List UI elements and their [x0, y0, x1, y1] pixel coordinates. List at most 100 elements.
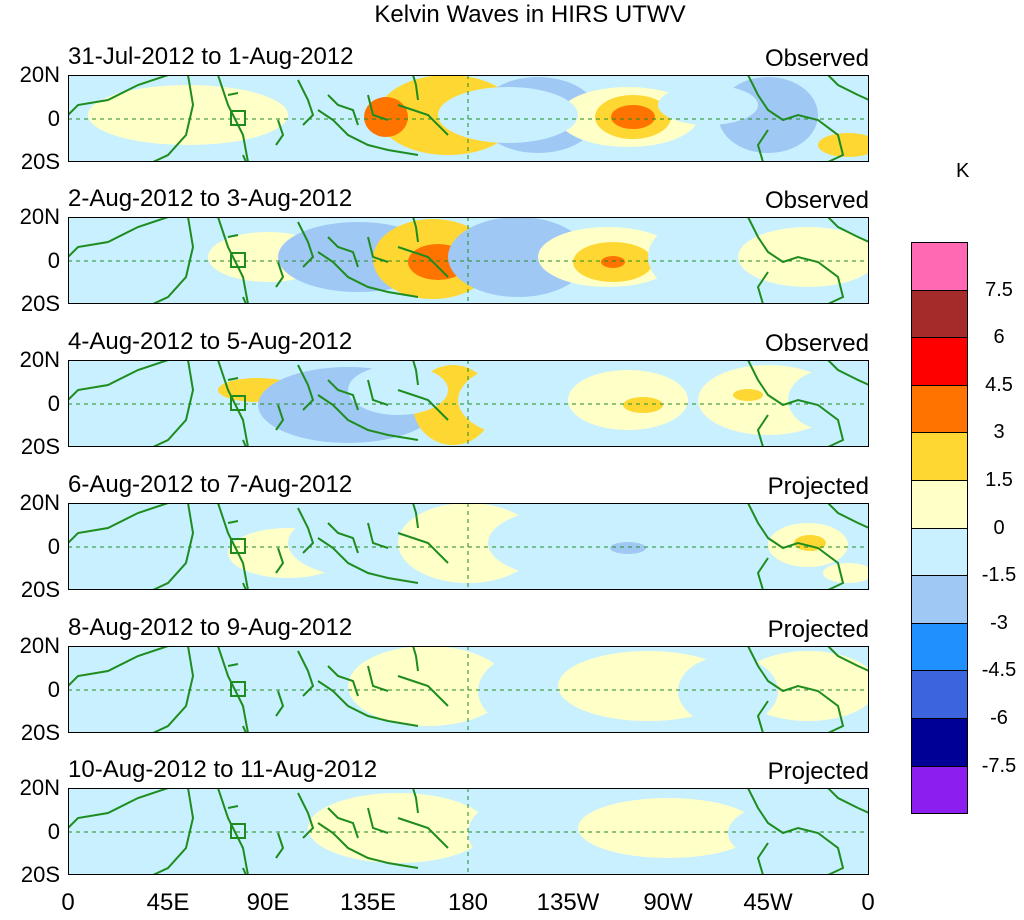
colorbar-tick-label: -6 — [990, 707, 1008, 729]
coastline — [367, 379, 389, 406]
longitude-label: 135E — [339, 889, 397, 916]
anomaly-contour — [88, 85, 288, 145]
anomaly-contour — [68, 796, 318, 860]
anomaly-contour — [658, 518, 798, 578]
colorbar-swatch — [911, 480, 968, 529]
coastline — [317, 680, 419, 727]
longitude-label: 180 — [447, 889, 489, 916]
anomaly-contour — [658, 85, 758, 125]
coastline — [827, 360, 869, 386]
anomaly-contour — [68, 654, 308, 718]
island-outline — [230, 252, 246, 268]
coastline — [827, 503, 869, 529]
coastline — [227, 234, 247, 304]
coastline — [327, 665, 359, 697]
panel-type-label: Observed — [764, 330, 869, 357]
colorbar-tick-label: 0 — [993, 516, 1005, 539]
coastline — [327, 236, 359, 268]
anomaly-contour — [438, 87, 578, 143]
coastline — [747, 788, 845, 875]
anomaly-contour — [88, 513, 268, 573]
panel-date-label: 31-Jul-2012 to 1-Aug-2012 — [68, 43, 354, 70]
map-panel — [68, 788, 869, 875]
coastline — [756, 842, 769, 875]
map-panel — [68, 75, 869, 162]
coastline — [397, 389, 449, 421]
coastline — [327, 94, 359, 126]
coastline — [397, 817, 449, 849]
coastline — [217, 217, 249, 304]
anomaly-contour — [468, 793, 608, 873]
map-panel — [68, 646, 869, 733]
coastline — [412, 75, 419, 101]
anomaly-contour — [78, 370, 218, 430]
anomaly-contour — [364, 97, 408, 137]
coastline — [275, 832, 285, 859]
coastline — [747, 217, 845, 304]
coastline — [217, 646, 249, 733]
coastline — [367, 236, 389, 263]
panel-type-label: Projected — [767, 758, 869, 785]
coastline — [747, 75, 845, 162]
latitude-label: 0 — [47, 819, 60, 844]
map-panel — [68, 503, 869, 590]
colorbar-swatch — [911, 765, 968, 815]
coastline — [327, 379, 359, 411]
coastline — [217, 788, 249, 875]
coastline — [397, 532, 449, 564]
latitude-label: 20N — [19, 204, 60, 229]
colorbar-swatch — [911, 670, 968, 719]
island-outline — [230, 823, 246, 839]
latitude-label: 20N — [19, 775, 60, 800]
coastline — [297, 507, 315, 554]
latitude-label: 20S — [20, 434, 60, 459]
coastline — [367, 522, 389, 549]
coastline — [747, 646, 845, 733]
latitude-label: 20S — [20, 720, 60, 745]
anomaly-contour — [648, 217, 768, 297]
colorbar-swatch — [911, 432, 968, 481]
panel-date-label: 4-Aug-2012 to 5-Aug-2012 — [68, 328, 353, 355]
coastline — [317, 394, 419, 441]
coastline — [397, 675, 449, 707]
anomaly-map — [68, 503, 869, 590]
panel-date-label: 6-Aug-2012 to 7-Aug-2012 — [68, 471, 353, 498]
longitude-label: 90W — [643, 889, 693, 916]
island-outline — [230, 681, 246, 697]
coastline — [217, 503, 249, 590]
anomaly-contour — [738, 227, 869, 287]
island-outline — [230, 110, 246, 126]
colorbar-tick-label: 7.5 — [985, 278, 1013, 301]
coastline — [756, 414, 769, 447]
latitude-label: 20N — [19, 347, 60, 372]
anomaly-contour — [733, 389, 763, 401]
coastline — [297, 79, 315, 126]
anomaly-contour — [623, 397, 663, 413]
colorbar-swatch — [911, 575, 968, 624]
colorbar-swatch — [911, 622, 968, 672]
latitude-label: 0 — [47, 534, 60, 559]
coastline — [412, 646, 419, 672]
coastline — [756, 557, 769, 590]
coastline — [397, 104, 449, 136]
colorbar-swatch — [911, 527, 968, 577]
island-outline — [230, 395, 246, 411]
coastline — [327, 522, 359, 554]
latitude-label: 20S — [20, 149, 60, 174]
longitude-label: 0 — [61, 889, 75, 916]
coastline — [227, 520, 247, 590]
coastline — [412, 217, 419, 243]
latitude-label: 20N — [19, 62, 60, 87]
colorbar-unit: K — [956, 160, 970, 182]
anomaly-contour — [818, 133, 869, 157]
coastline — [412, 360, 419, 386]
longitude-label: 45W — [743, 889, 793, 916]
anomaly-contour — [728, 803, 848, 863]
coastline — [756, 271, 769, 304]
colorbar-tick-label: 3 — [993, 421, 1005, 444]
anomaly-map — [68, 217, 869, 304]
latitude-label: 20S — [20, 291, 60, 316]
colorbar-tick-label: 4.5 — [985, 373, 1013, 396]
anomaly-contour — [610, 542, 646, 554]
longitude-label: 0 — [861, 889, 875, 916]
